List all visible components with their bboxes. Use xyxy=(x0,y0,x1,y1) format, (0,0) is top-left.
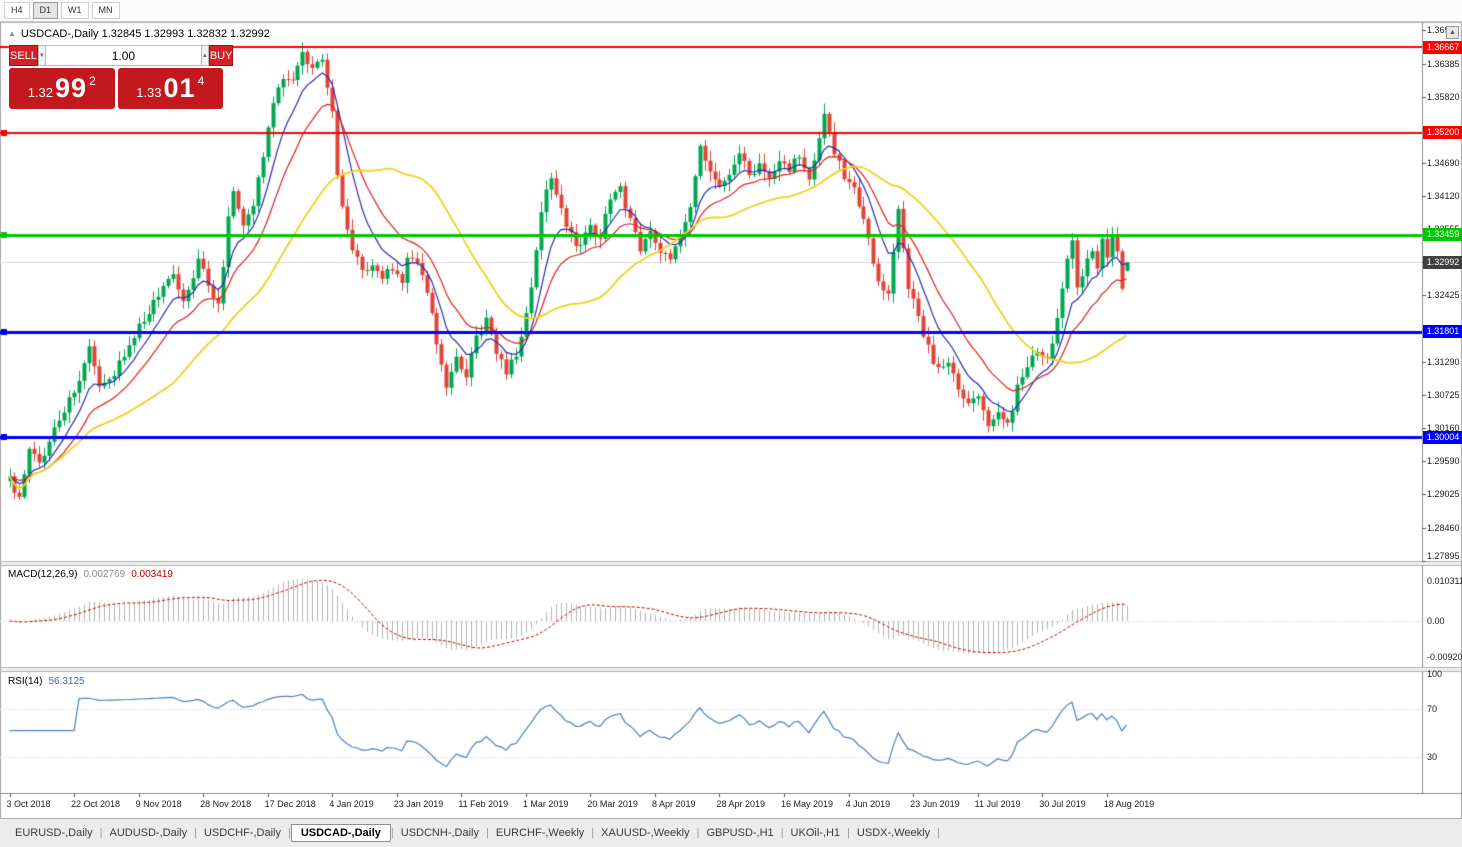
chart-scroll-button[interactable]: ▲ xyxy=(1446,26,1459,39)
rsi-indicator-label: RSI(14) 56.3125 xyxy=(8,676,91,687)
tab-separator: | xyxy=(390,827,394,839)
chart-tab-ukoil-h1[interactable]: UKOil-,H1 xyxy=(790,827,841,839)
chart-tab-bar: EURUSD-,Daily | AUDUSD-,Daily | USDCHF-,Dail… xyxy=(0,818,1462,847)
tab-separator: | xyxy=(847,827,850,839)
buy-price-prefix: 1.33 xyxy=(136,84,162,100)
sell-price-pipette: 2 xyxy=(89,74,96,88)
macd-main-value: 0.002769 xyxy=(83,569,126,580)
rsi-name: RSI(14) xyxy=(8,676,43,687)
timeframe-button-h4[interactable]: H4 xyxy=(4,2,30,19)
macd-indicator-label: MACD(12,26,9) 0.002769 0.003419 xyxy=(8,569,179,580)
buy-price-big-digits: 01 xyxy=(163,73,196,103)
volume-decrease-button[interactable]: ▼ xyxy=(37,45,46,66)
volume-input[interactable] xyxy=(45,45,201,66)
sell-button[interactable]: SELL xyxy=(9,45,38,66)
triangle-up-icon: ▲ xyxy=(201,52,208,59)
triangle-down-icon: ▼ xyxy=(38,52,45,59)
chart-title: USDCAD-,Daily 1.32845 1.32993 1.32832 1.… xyxy=(20,28,270,40)
one-click-controls: SELL ▼ ▲ BUY xyxy=(9,45,234,66)
chart-tab-usdcnh-daily[interactable]: USDCNH-,Daily xyxy=(400,827,479,839)
timeframe-button-mn[interactable]: MN xyxy=(91,2,120,19)
chart-tab-gbpusd-h1[interactable]: GBPUSD-,H1 xyxy=(706,827,774,839)
tab-separator: | xyxy=(194,827,197,839)
macd-signal-value: 0.003419 xyxy=(131,569,173,580)
chart-tab-usdchf-daily[interactable]: USDCHF-,Daily xyxy=(203,827,281,839)
tab-separator: | xyxy=(486,827,489,839)
one-click-prices: 1.32 99 2 1.33 01 4 xyxy=(9,68,223,109)
tab-separator: | xyxy=(99,827,103,839)
sell-price-prefix: 1.32 xyxy=(27,84,54,100)
buy-price-pipette: 4 xyxy=(197,74,205,88)
rsi-value: 56.3125 xyxy=(48,676,85,687)
tab-separator: | xyxy=(780,827,784,839)
timeframe-toolbar: H4 D1 W1 MN xyxy=(0,0,1462,22)
timeframe-button-w1[interactable]: W1 xyxy=(61,2,89,19)
chart-title-row: ▲ USDCAD-,Daily 1.32845 1.32993 1.32832 … xyxy=(8,28,270,40)
tab-separator: | xyxy=(696,827,700,839)
chart-tab-usdcad-daily[interactable]: USDCAD-,Daily xyxy=(290,824,391,842)
one-click-collapse-icon[interactable]: ▲ xyxy=(8,29,16,38)
macd-name: MACD(12,26,9) xyxy=(8,569,78,580)
buy-button[interactable]: BUY xyxy=(208,45,234,66)
buy-price-display[interactable]: 1.33 01 4 xyxy=(117,68,223,109)
triangle-up-icon: ▲ xyxy=(1449,29,1456,36)
sell-price-display[interactable]: 1.32 99 2 xyxy=(9,68,115,109)
sell-price-big-digits: 99 xyxy=(55,73,88,103)
chart-tab-usdx-weekly[interactable]: USDX-,Weekly xyxy=(856,827,931,839)
chart-tab-eurchf-weekly[interactable]: EURCHF-,Weekly xyxy=(495,827,585,839)
chart-tab-eurusd-daily[interactable]: EURUSD-,Daily xyxy=(15,827,93,839)
tab-separator: | xyxy=(591,827,595,839)
chart-tab-audusd-daily[interactable]: AUDUSD-,Daily xyxy=(109,827,188,839)
volume-increase-button[interactable]: ▲ xyxy=(200,45,209,66)
tab-separator: | xyxy=(937,827,940,839)
chart-tab-xauusd-weekly[interactable]: XAUUSD-,Weekly xyxy=(601,827,690,839)
tab-separator: | xyxy=(287,827,291,839)
timeframe-button-d1[interactable]: D1 xyxy=(32,2,59,19)
